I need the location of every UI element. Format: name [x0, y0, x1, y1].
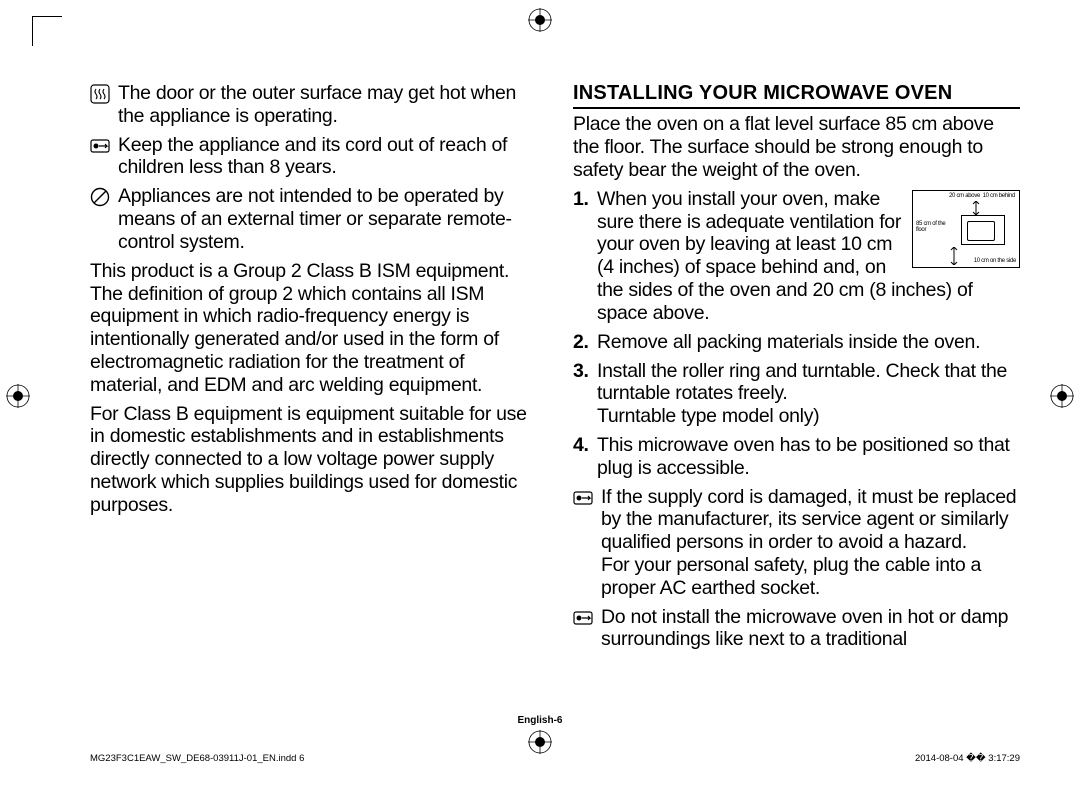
hot-surface-icon [90, 82, 118, 128]
paragraph: For Class B equipment is equipment suita… [90, 403, 537, 517]
safety-bullet: Appliances are not intended to be operat… [90, 185, 537, 253]
box-arrow-icon [90, 134, 118, 180]
step-number: 3. [573, 360, 597, 428]
oven-icon [961, 215, 1005, 245]
footer-file: MG23F3C1EAW_SW_DE68-03911J-01_EN.indd 6 [90, 753, 304, 764]
no-symbol-icon [90, 185, 118, 253]
footer-date: 2014-08-04 �� 3:17:29 [915, 753, 1020, 764]
right-column: INSTALLING YOUR MICROWAVE OVEN Place the… [573, 82, 1020, 702]
diagram-label: 20 cm above [949, 193, 980, 199]
diagram-label: 10 cm behind [983, 193, 1015, 199]
bullet-text: Keep the appliance and its cord out of r… [118, 134, 537, 180]
step-row: 4. This microwave oven has to be positio… [573, 434, 1020, 480]
ventilation-diagram: 20 cm above 10 cm behind 85 cm of the fl… [912, 190, 1020, 268]
step-row: 1. 20 cm above 10 cm behind 85 cm of the… [573, 188, 1020, 325]
safety-bullet: Do not install the microwave oven in hot… [573, 606, 1020, 652]
safety-bullet: If the supply cord is damaged, it must b… [573, 486, 1020, 600]
section-heading: INSTALLING YOUR MICROWAVE OVEN [573, 82, 1020, 109]
page-content: The door or the outer surface may get ho… [90, 82, 1020, 702]
bullet-text: Appliances are not intended to be operat… [118, 185, 537, 253]
safety-bullet: The door or the outer surface may get ho… [90, 82, 537, 128]
print-mark-right [1050, 384, 1074, 408]
bullet-text: If the supply cord is damaged, it must b… [601, 486, 1020, 600]
diagram-label: 85 cm of the floor [916, 221, 956, 233]
diagram-label: 10 cm on the side [966, 258, 1016, 264]
footer: MG23F3C1EAW_SW_DE68-03911J-01_EN.indd 6 … [90, 753, 1020, 764]
page-number: English-6 [0, 715, 1080, 726]
step-text: 20 cm above 10 cm behind 85 cm of the fl… [597, 188, 1020, 325]
step-number: 4. [573, 434, 597, 480]
step-number: 2. [573, 331, 597, 354]
crop-mark-icon [32, 16, 62, 46]
step-number: 1. [573, 188, 597, 325]
step-row: 2. Remove all packing materials inside t… [573, 331, 1020, 354]
print-mark-left [6, 384, 30, 408]
box-arrow-icon [573, 606, 601, 652]
step-text: Remove all packing materials inside the … [597, 331, 1020, 354]
print-mark-top [528, 8, 552, 32]
safety-bullet: Keep the appliance and its cord out of r… [90, 134, 537, 180]
left-column: The door or the outer surface may get ho… [90, 82, 537, 702]
step-text: This microwave oven has to be positioned… [597, 434, 1020, 480]
paragraph: This product is a Group 2 Class B ISM eq… [90, 260, 537, 397]
print-mark-bottom [528, 730, 552, 754]
bullet-text: Do not install the microwave oven in hot… [601, 606, 1020, 652]
bullet-text: The door or the outer surface may get ho… [118, 82, 537, 128]
step-text: Install the roller ring and turntable. C… [597, 360, 1020, 428]
step-row: 3. Install the roller ring and turntable… [573, 360, 1020, 428]
intro-paragraph: Place the oven on a flat level surface 8… [573, 113, 1020, 181]
box-arrow-icon [573, 486, 601, 600]
